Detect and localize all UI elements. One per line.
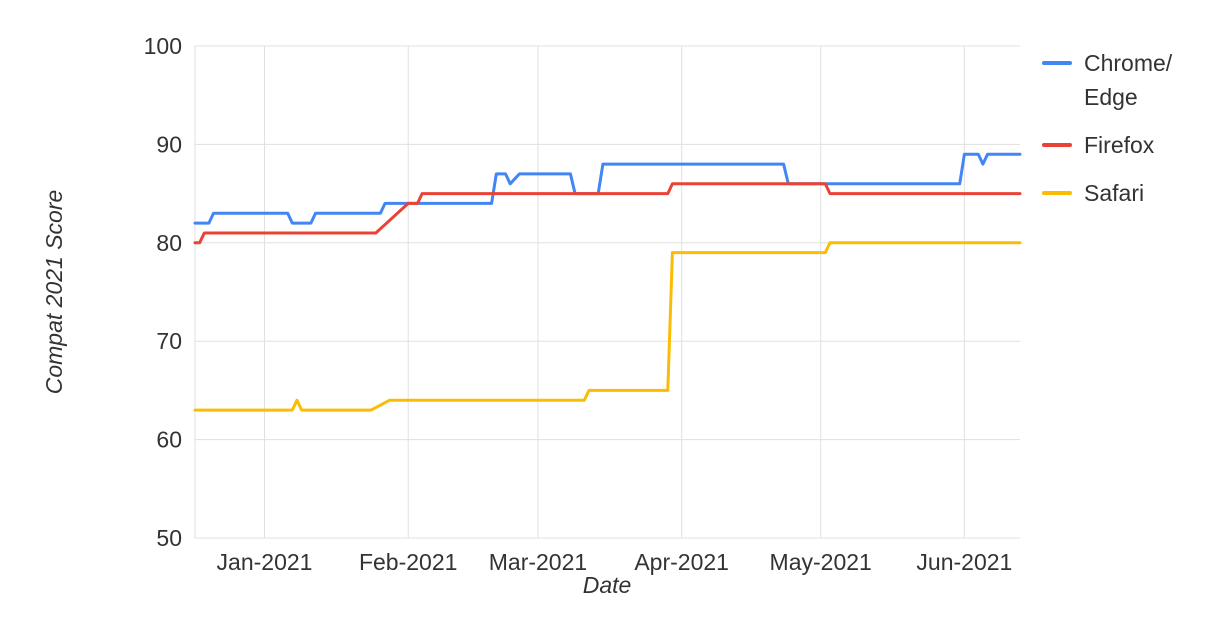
legend-label: Safari [1084,180,1145,206]
chart-legend: Chrome/ Edge Firefox Safari [1042,46,1210,224]
y-tick-label: 100 [144,33,182,59]
x-axis-title: Date [583,572,632,598]
x-tick-label: Feb-2021 [359,549,457,575]
x-tick-label: May-2021 [770,549,872,575]
x-tick-label: Jan-2021 [217,549,313,575]
y-tick-label: 50 [156,525,182,551]
series-line-safari [193,241,1022,412]
chrome-edge-line-swatch-icon [1042,61,1072,65]
y-axis-title: Compat 2021 Score [41,190,67,395]
series-lines [193,152,1022,412]
safari-line-swatch-icon [1042,191,1072,195]
x-tick-label: Apr-2021 [634,549,729,575]
legend-label: Firefox [1084,132,1155,158]
legend-item-chrome-edge: Chrome/ Edge [1042,46,1210,114]
x-tick-label: Jun-2021 [916,549,1012,575]
firefox-line-swatch-icon [1042,143,1072,147]
y-tick-label: 90 [156,131,182,157]
legend-item-firefox: Firefox [1042,128,1210,162]
axis-tick-labels: 50 60 70 80 90 100 Jan-2021 Feb-2021 Mar-2021 Apr… [144,33,1013,575]
series-line-firefox [193,182,1022,245]
legend-label: Chrome/ Edge [1084,50,1173,110]
y-tick-label: 70 [156,328,182,354]
x-tick-label: Mar-2021 [489,549,587,575]
legend-item-safari: Safari [1042,176,1210,210]
series-line-chrome-edge [193,152,1022,225]
y-tick-label: 60 [156,427,182,453]
gridlines [194,45,1020,539]
y-tick-label: 80 [156,230,182,256]
